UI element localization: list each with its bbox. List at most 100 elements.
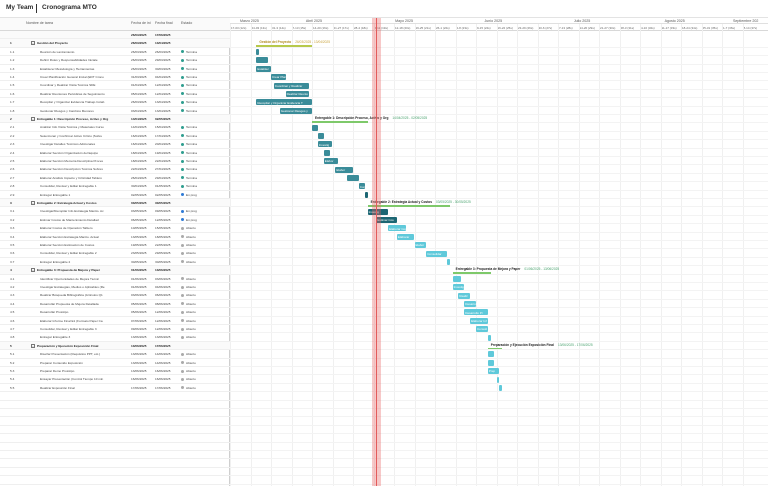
header-name[interactable]: Nombre de tarea [26, 21, 53, 25]
table-row[interactable]: 4.7 Consolidar, Revisar y Editar Entregab… [0, 325, 230, 334]
status-badge[interactable]: Abierto [181, 251, 209, 255]
status-badge[interactable]: Abierto [181, 335, 209, 339]
summary-bar[interactable] [487, 347, 503, 350]
status-badge[interactable]: Abierto [181, 327, 209, 331]
table-row[interactable]: 2.5 Elaborar Sección Memoria Descriptiva … [0, 157, 230, 166]
task-bar[interactable]: Elaborar Costos [388, 225, 411, 232]
status-badge[interactable]: Termina [181, 92, 209, 96]
task-bar[interactable]: Consolidar [426, 250, 447, 257]
summary-row[interactable]: − 3 Entregable 2: Estrategia Actual y Cost… [0, 199, 230, 208]
table-row[interactable]: 1.6 Realizar Reuniones Periódicas de Segu… [0, 90, 230, 99]
collapse-toggle[interactable]: − [31, 41, 35, 46]
summary-bar[interactable] [452, 272, 491, 274]
status-badge[interactable]: Abierto [181, 369, 209, 373]
status-badge[interactable]: Termina [181, 109, 209, 113]
task-bar[interactable] [487, 359, 494, 366]
task-bar[interactable]: Elabor [323, 158, 339, 165]
task-bar[interactable] [347, 175, 359, 181]
task-bar[interactable] [323, 149, 330, 156]
task-bar[interactable]: Establec [256, 65, 271, 72]
task-bar[interactable]: Investiga [452, 284, 466, 291]
status-badge[interactable]: Termina [181, 184, 209, 188]
task-bar[interactable]: Elabor [414, 242, 427, 249]
status-badge[interactable]: Abierto [181, 319, 209, 323]
task-bar[interactable]: Elabor [335, 166, 353, 173]
status-badge[interactable]: Termina [181, 50, 209, 54]
task-bar[interactable]: Desarrollo Pr [464, 309, 488, 316]
task-bar[interactable]: Consoli [358, 183, 370, 190]
task-bar[interactable] [364, 191, 368, 198]
task-bar[interactable]: Coordinar y Realizar [273, 82, 310, 89]
table-row[interactable]: 3.1 Investigar/Recopilar Info Estrategia … [0, 207, 230, 216]
table-row[interactable]: 1.4 Crear Planificación General Inicial (… [0, 73, 230, 82]
table-row[interactable]: 2.7 Elaborar Análisis Impacto y Criticida… [0, 174, 230, 183]
table-row[interactable]: 1.1 Reunión de Lanzamiento 26/03/2025 26/03… [0, 48, 230, 57]
task-bar[interactable] [256, 49, 260, 55]
status-badge[interactable]: Abierto [181, 302, 209, 306]
table-row[interactable]: 3.7 Entregar Entregable 2 30/05/2025 30/05/… [0, 258, 230, 267]
table-row[interactable]: 4.1 Identificar Oportunidades de Mejora T… [0, 275, 230, 283]
task-bar[interactable]: Recopilar y Organizar Evidencia T [256, 99, 312, 106]
task-bar[interactable] [487, 351, 494, 358]
status-badge[interactable]: Termina [181, 167, 209, 171]
task-bar[interactable]: Estimar Cos [376, 217, 397, 223]
task-bar[interactable] [446, 259, 450, 265]
table-row[interactable]: 4.8 Entregar Entregable 3 13/06/2025 13/06/… [0, 333, 230, 342]
table-row[interactable]: 3.4 Elaborar Sección Estrategia Mantto. A… [0, 233, 230, 241]
summary-bar[interactable] [312, 121, 368, 123]
status-badge[interactable]: Termina [181, 100, 209, 104]
table-row[interactable]: 5.3 Preparar Demo Prototipo 13/06/2025 16/0… [0, 367, 230, 376]
table-row[interactable]: 3.2 Estimar Costos de Mantenimiento Detal… [0, 216, 230, 225]
summary-row[interactable]: − 2 Entregable 1: Descripción Proceso, Act… [0, 115, 230, 124]
status-badge[interactable]: Termina [181, 151, 209, 155]
task-bar[interactable] [452, 275, 462, 282]
status-badge[interactable]: Abierto [181, 285, 209, 289]
task-bar[interactable]: Elaborar Inf [470, 317, 488, 324]
task-bar[interactable]: Investig [317, 141, 333, 148]
task-bar[interactable]: Consoli [476, 326, 488, 333]
team-name[interactable]: My Team [6, 4, 34, 11]
table-row[interactable]: 2.1 Analizar Info Visita Técnica y Materi… [0, 123, 230, 132]
status-badge[interactable]: Abierto [181, 310, 209, 314]
table-row[interactable]: 2.8 Consolidar, Revisar y Editar Entregab… [0, 182, 230, 191]
task-bar[interactable]: Realiz [458, 292, 471, 299]
status-badge[interactable]: Abierto [181, 352, 209, 356]
task-bar[interactable] [312, 124, 318, 131]
summary-row[interactable]: − 4 Entregable 3: Propuesta de Mejora y Pa… [0, 266, 230, 275]
table-row[interactable]: 3.3 Elaborar Costos de Operación Tablero 1… [0, 224, 230, 233]
status-badge[interactable]: En prog [181, 209, 209, 213]
table-row[interactable]: 2.9 Entregar Entregable 1 02/05/2025 02/05/… [0, 191, 230, 199]
table-row[interactable]: 4.3 Realizar Búsqueda Bibliográfica (Artí… [0, 291, 230, 300]
status-badge[interactable]: Abierto [181, 277, 209, 281]
table-row[interactable]: 5.2 Preparar Contenido Exposición 13/06/20… [0, 359, 230, 367]
task-bar[interactable]: Desarrollar P [464, 301, 483, 307]
task-bar[interactable]: Elaborar [396, 233, 415, 240]
table-row[interactable]: 4.6 Elaborar Informe Final E1 (Formato Pa… [0, 317, 230, 325]
table-row[interactable]: 5.4 Ensayar Presentación (Control Tiempo … [0, 375, 230, 384]
table-row[interactable]: 2.6 Elaborar Sección Descripción Técnica … [0, 165, 230, 174]
table-row[interactable]: 5.5 Realizar Exposición Final 17/06/2025 17… [0, 384, 230, 393]
table-row[interactable]: 4.5 Desarrollar Prototipo 05/06/2025 12/06/… [0, 308, 230, 317]
table-row[interactable]: 1.5 Coordinar y Realizar Visita Técnica S… [0, 81, 230, 90]
status-badge[interactable]: Termina [181, 67, 209, 71]
status-badge[interactable]: Abierto [181, 226, 209, 230]
status-badge[interactable]: Termina [181, 75, 209, 79]
status-badge[interactable]: Abierto [181, 235, 209, 239]
header-start[interactable]: Fecha de ini [131, 21, 151, 25]
collapse-toggle[interactable]: − [31, 200, 35, 205]
table-row[interactable]: 5.1 Diseñar Presentación (Requisitos PPT,… [0, 350, 230, 359]
status-badge[interactable]: Abierto [181, 260, 209, 264]
table-row[interactable]: 1.8 Gestionar Riesgos y Cambios Menores 03… [0, 107, 230, 115]
task-bar[interactable]: Investig [367, 208, 389, 215]
status-badge[interactable]: En prog [181, 193, 209, 197]
summary-bar[interactable] [256, 45, 312, 47]
task-bar[interactable] [317, 133, 324, 139]
collapse-toggle[interactable]: − [31, 343, 35, 348]
collapse-toggle[interactable]: − [31, 267, 35, 272]
status-badge[interactable]: Termina [181, 159, 209, 163]
summary-row[interactable]: − 5 Preparación y Ejecución Exposición Fin… [0, 341, 230, 351]
status-badge[interactable]: Abierto [181, 361, 209, 365]
table-row[interactable]: 1.7 Recopilar y Organizar Evidencia Traba… [0, 98, 230, 107]
status-badge[interactable]: Abierto [181, 386, 209, 390]
summary-bar[interactable] [367, 205, 450, 207]
